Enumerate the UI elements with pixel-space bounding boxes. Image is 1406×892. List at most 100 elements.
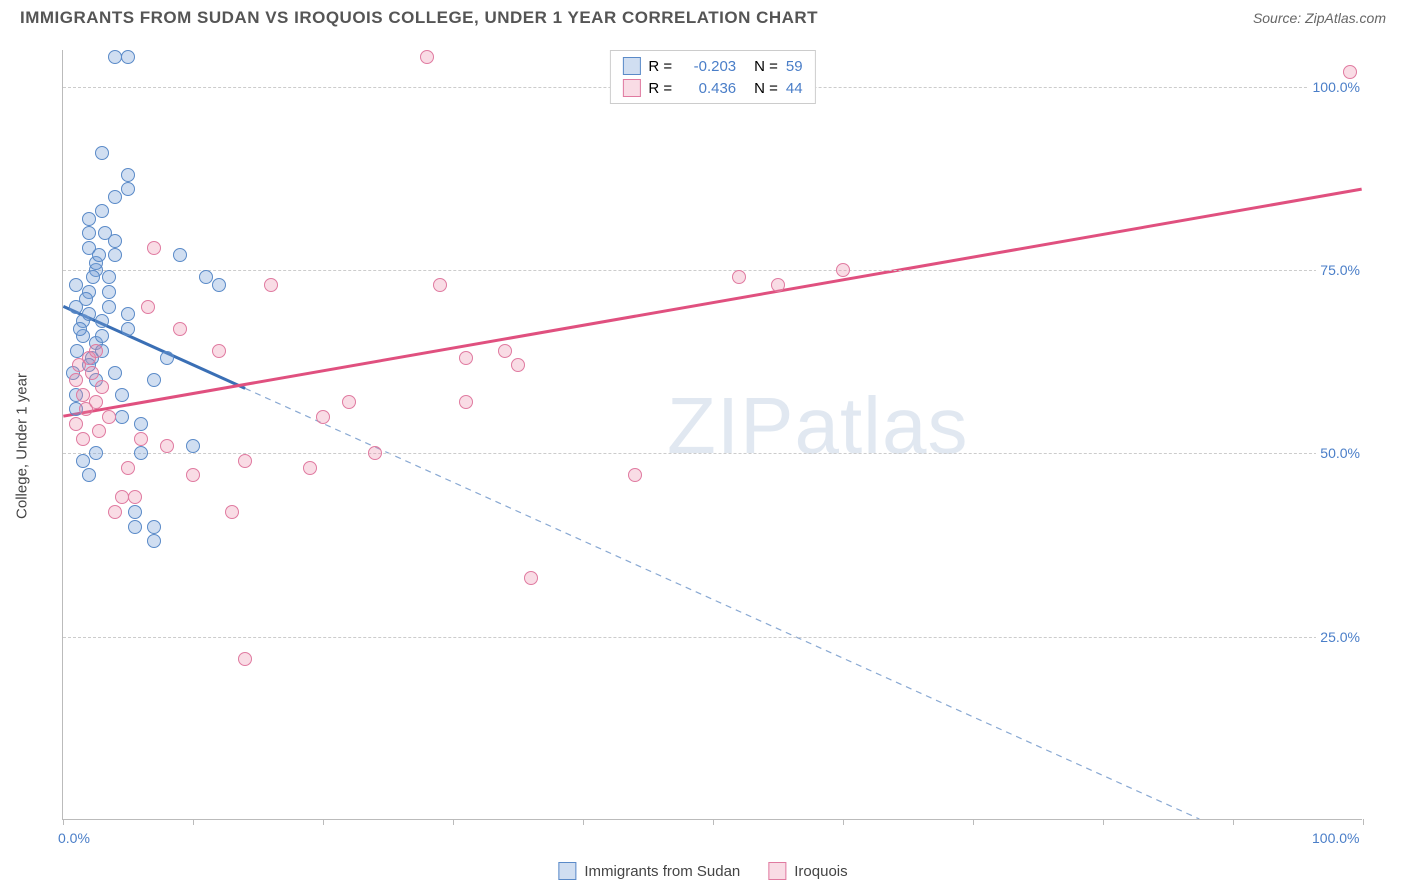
swatch-sudan [622,57,640,75]
point-iroquois [238,652,252,666]
x-tick [843,819,844,825]
point-iroquois [89,344,103,358]
point-iroquois [121,461,135,475]
point-sudan [199,270,213,284]
point-iroquois [69,373,83,387]
point-iroquois [732,270,746,284]
point-iroquois [147,241,161,255]
r-value-iroquois: 0.436 [680,80,736,97]
legend-label-sudan: Immigrants from Sudan [584,863,740,880]
point-sudan [92,248,106,262]
swatch-iroquois-bottom [768,862,786,880]
legend-label-iroquois: Iroquois [794,863,847,880]
point-iroquois [459,395,473,409]
point-iroquois [89,395,103,409]
point-sudan [173,248,187,262]
point-sudan [128,505,142,519]
legend-row-iroquois: R = 0.436 N = 44 [622,77,802,99]
r-label: R = [648,80,672,97]
point-sudan [108,190,122,204]
point-sudan [95,314,109,328]
point-sudan [82,307,96,321]
point-sudan [89,446,103,460]
y-tick-label: 75.0% [1316,262,1364,278]
gridline [63,637,1362,638]
point-sudan [69,278,83,292]
point-sudan [147,534,161,548]
swatch-iroquois [622,79,640,97]
y-tick-label: 25.0% [1316,629,1364,645]
point-sudan [147,520,161,534]
point-iroquois [511,358,525,372]
point-sudan [108,248,122,262]
x-tick [193,819,194,825]
point-iroquois [173,322,187,336]
point-iroquois [368,446,382,460]
point-sudan [121,182,135,196]
point-iroquois [342,395,356,409]
point-sudan [212,278,226,292]
x-tick [583,819,584,825]
point-iroquois [238,454,252,468]
n-label: N = [754,58,778,75]
point-sudan [79,292,93,306]
point-iroquois [128,490,142,504]
x-axis-label-min: 0.0% [58,830,90,846]
point-sudan [115,388,129,402]
point-iroquois [303,461,317,475]
x-tick [323,819,324,825]
point-iroquois [459,351,473,365]
point-iroquois [225,505,239,519]
point-iroquois [92,424,106,438]
point-sudan [121,322,135,336]
watermark-atlas: atlas [794,381,968,470]
chart-plot-area: R = -0.203 N = 59 R = 0.436 N = 44 ZIPat… [62,50,1362,820]
point-iroquois [76,388,90,402]
point-sudan [73,322,87,336]
point-iroquois [95,380,109,394]
point-iroquois [771,278,785,292]
x-tick [713,819,714,825]
point-sudan [82,212,96,226]
point-iroquois [115,490,129,504]
x-tick [973,819,974,825]
point-sudan [186,439,200,453]
point-sudan [121,50,135,64]
point-sudan [86,270,100,284]
regression-lines [63,50,1362,819]
x-tick [1103,819,1104,825]
y-tick-label: 50.0% [1316,445,1364,461]
n-value-sudan: 59 [786,58,803,75]
point-iroquois [108,505,122,519]
point-sudan [160,351,174,365]
point-iroquois [85,366,99,380]
point-iroquois [264,278,278,292]
watermark: ZIPatlas [667,380,968,472]
point-iroquois [316,410,330,424]
point-sudan [128,520,142,534]
x-tick [63,819,64,825]
legend-item-iroquois: Iroquois [768,862,847,880]
point-iroquois [141,300,155,314]
x-tick [1363,819,1364,825]
header: IMMIGRANTS FROM SUDAN VS IROQUOIS COLLEG… [0,0,1406,32]
point-iroquois [433,278,447,292]
point-sudan [82,226,96,240]
y-axis-title: College, Under 1 year [14,373,31,519]
point-iroquois [186,468,200,482]
gridline [63,453,1362,454]
point-sudan [115,410,129,424]
point-sudan [82,468,96,482]
point-sudan [95,329,109,343]
point-sudan [98,226,112,240]
point-sudan [95,146,109,160]
point-iroquois [76,432,90,446]
legend-row-sudan: R = -0.203 N = 59 [622,55,802,77]
point-iroquois [102,410,116,424]
point-sudan [108,366,122,380]
y-tick-label: 100.0% [1309,79,1364,95]
point-sudan [121,168,135,182]
point-sudan [134,417,148,431]
point-iroquois [134,432,148,446]
point-iroquois [498,344,512,358]
